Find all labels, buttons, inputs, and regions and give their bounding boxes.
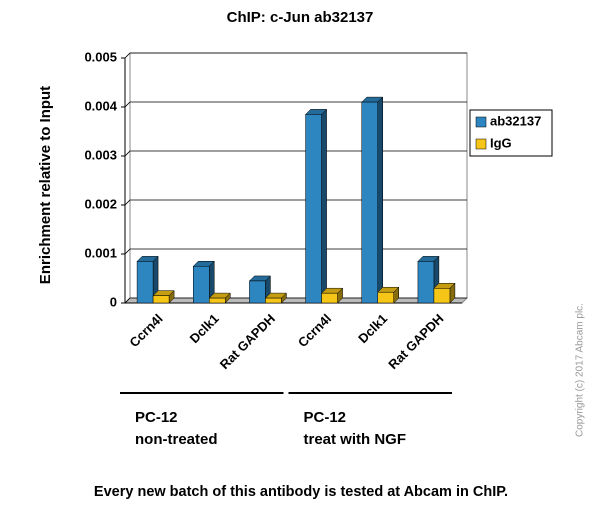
group-name: PC-12 [135, 409, 178, 426]
chart-title: ChIP: c-Jun ab32137 [227, 9, 374, 26]
y-tick-label: 0.003 [84, 147, 117, 162]
grid-line [124, 52, 467, 59]
group-detail: treat with NGF [304, 431, 407, 448]
copyright: Copyright (c) 2017 Abcam plc. [575, 303, 586, 437]
bar-side [321, 108, 327, 304]
grid-line [124, 101, 467, 108]
x-tick-label: Ccrn4l [295, 311, 334, 350]
bar [321, 292, 338, 304]
bar [152, 295, 170, 304]
x-tick-label: Dclk1 [187, 311, 222, 346]
y-tick-label: 0 [110, 294, 117, 309]
bar [361, 101, 378, 304]
x-tick-label: Rat GAPDH [385, 311, 446, 372]
bar [433, 288, 451, 304]
y-tick-label: 0.005 [84, 49, 117, 64]
bar [417, 261, 435, 304]
plot-floor [123, 297, 469, 304]
bar [249, 280, 266, 304]
y-tick-label: 0.004 [84, 98, 117, 113]
legend-label: IgG [490, 135, 512, 150]
bar [136, 261, 154, 304]
group-name: PC-12 [304, 409, 347, 426]
group-detail: non-treated [135, 431, 218, 448]
y-tick-label: 0.001 [84, 245, 117, 260]
x-tick-label: Ccrn4l [126, 311, 165, 350]
bar [193, 266, 210, 304]
y-axis-label: Enrichment relative to Input [37, 86, 54, 284]
grid-line [124, 150, 467, 157]
bar [377, 291, 394, 304]
legend-swatch [475, 138, 487, 150]
grid-line [124, 199, 467, 206]
grid-line [124, 297, 467, 304]
bar [209, 297, 226, 304]
legend-label: ab32137 [490, 113, 541, 128]
x-tick-label: Rat GAPDH [217, 311, 278, 372]
x-tick-label: Dclk1 [355, 311, 390, 346]
bar [305, 114, 322, 304]
grid-line [124, 248, 467, 255]
bar-side [377, 96, 383, 304]
y-tick-label: 0.002 [84, 196, 117, 211]
footer: Every new batch of this antibody is test… [94, 484, 508, 500]
legend-swatch [475, 116, 487, 128]
bar [265, 297, 282, 304]
plot-wall [129, 52, 468, 299]
